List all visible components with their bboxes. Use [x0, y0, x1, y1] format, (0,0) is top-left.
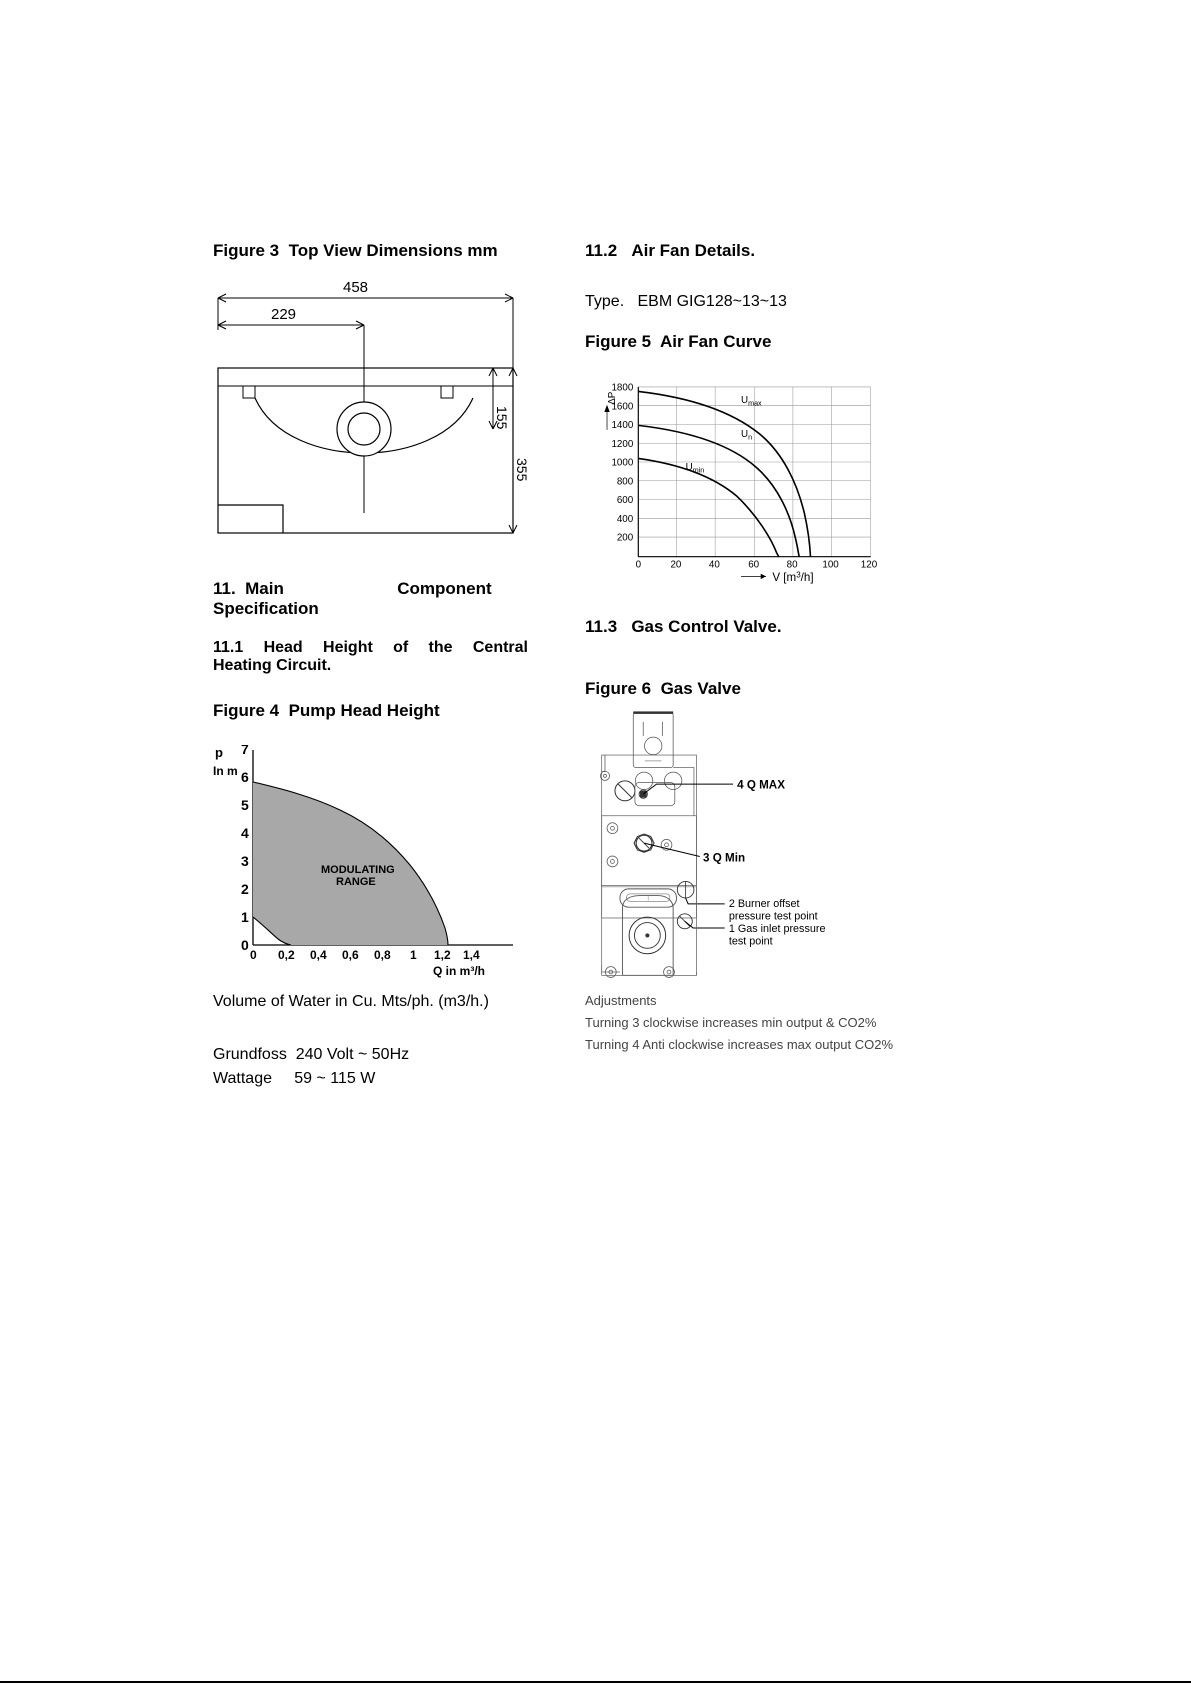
- svg-text:3 Q Min: 3 Q Min: [703, 851, 745, 864]
- svg-text:100: 100: [822, 559, 839, 570]
- svg-text:1000: 1000: [611, 458, 633, 469]
- svg-text:355: 355: [514, 458, 528, 482]
- svg-text:2: 2: [241, 881, 249, 897]
- svg-text:60: 60: [748, 559, 759, 570]
- svg-text:400: 400: [617, 514, 634, 525]
- svg-text:Umin: Umin: [686, 462, 705, 475]
- svg-text:Umax: Umax: [741, 395, 762, 408]
- svg-text:test point: test point: [729, 936, 773, 948]
- svg-text:Un: Un: [741, 429, 752, 442]
- svg-text:0,6: 0,6: [342, 948, 359, 962]
- svg-text:1 Gas inlet pressure: 1 Gas inlet pressure: [729, 923, 826, 935]
- svg-text:600: 600: [617, 495, 634, 506]
- svg-text:0,8: 0,8: [374, 948, 391, 962]
- svg-text:1800: 1800: [611, 383, 633, 394]
- svg-text:20: 20: [670, 559, 681, 570]
- svg-text:pressure test point: pressure test point: [729, 911, 818, 923]
- svg-text:In m: In m: [213, 764, 238, 778]
- svg-text:1400: 1400: [611, 420, 633, 431]
- svg-text:1,4: 1,4: [463, 948, 480, 962]
- svg-text:3: 3: [241, 853, 249, 869]
- svg-text:80: 80: [787, 559, 798, 570]
- svg-text:155: 155: [494, 406, 510, 430]
- svg-text:800: 800: [617, 476, 634, 487]
- svg-text:4 Q MAX: 4 Q MAX: [737, 778, 785, 791]
- svg-text:p: p: [215, 745, 223, 760]
- svg-text:0: 0: [636, 559, 642, 570]
- svg-text:7: 7: [241, 745, 249, 757]
- svg-text:0,4: 0,4: [310, 948, 327, 962]
- svg-text:0,2: 0,2: [278, 948, 295, 962]
- svg-text:Q in m³/h: Q in m³/h: [433, 964, 485, 978]
- svg-text:200: 200: [617, 533, 634, 544]
- svg-text:40: 40: [709, 559, 720, 570]
- svg-text:1600: 1600: [611, 401, 633, 412]
- svg-text:120: 120: [861, 559, 878, 570]
- svg-text:6: 6: [241, 769, 249, 785]
- svg-text:1,2: 1,2: [434, 948, 451, 962]
- svg-text:1: 1: [241, 909, 249, 925]
- svg-text:229: 229: [271, 306, 296, 323]
- svg-text:2 Burner offset: 2 Burner offset: [729, 898, 800, 910]
- svg-text:1200: 1200: [611, 439, 633, 450]
- svg-text:5: 5: [241, 797, 249, 813]
- svg-text:0: 0: [241, 937, 249, 953]
- svg-text:0: 0: [250, 948, 257, 962]
- svg-text:RANGE: RANGE: [336, 876, 376, 888]
- svg-text:1: 1: [410, 948, 417, 962]
- svg-text:MODULATING: MODULATING: [321, 864, 395, 876]
- svg-text:458: 458: [343, 279, 368, 296]
- svg-text:V [m3/h]: V [m3/h]: [772, 570, 813, 584]
- svg-text:4: 4: [241, 825, 249, 841]
